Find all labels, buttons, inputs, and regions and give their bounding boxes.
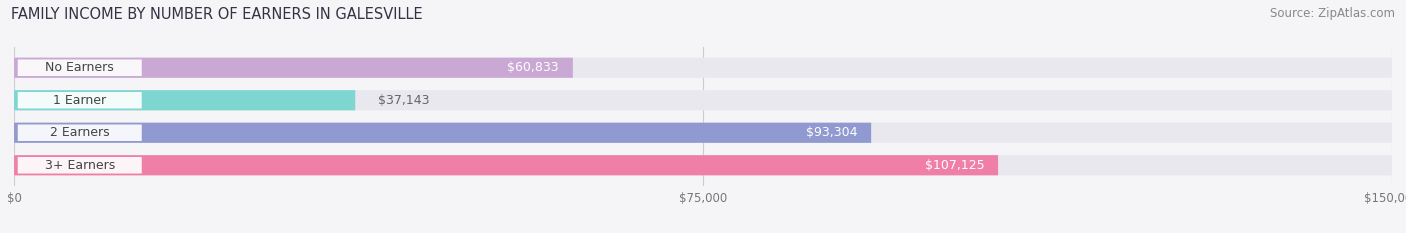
Text: 2 Earners: 2 Earners: [51, 126, 110, 139]
Text: No Earners: No Earners: [45, 61, 114, 74]
FancyBboxPatch shape: [14, 123, 872, 143]
FancyBboxPatch shape: [14, 90, 356, 110]
Text: FAMILY INCOME BY NUMBER OF EARNERS IN GALESVILLE: FAMILY INCOME BY NUMBER OF EARNERS IN GA…: [11, 7, 423, 22]
FancyBboxPatch shape: [18, 124, 142, 141]
Text: 1 Earner: 1 Earner: [53, 94, 107, 107]
Text: $93,304: $93,304: [806, 126, 858, 139]
Text: 3+ Earners: 3+ Earners: [45, 159, 115, 172]
Text: Source: ZipAtlas.com: Source: ZipAtlas.com: [1270, 7, 1395, 20]
FancyBboxPatch shape: [14, 58, 572, 78]
FancyBboxPatch shape: [14, 155, 1392, 175]
FancyBboxPatch shape: [14, 58, 1392, 78]
FancyBboxPatch shape: [14, 155, 998, 175]
Text: $37,143: $37,143: [378, 94, 430, 107]
FancyBboxPatch shape: [18, 157, 142, 174]
Text: $107,125: $107,125: [925, 159, 984, 172]
FancyBboxPatch shape: [14, 90, 1392, 110]
FancyBboxPatch shape: [14, 123, 1392, 143]
Text: $60,833: $60,833: [508, 61, 560, 74]
FancyBboxPatch shape: [18, 92, 142, 109]
FancyBboxPatch shape: [18, 59, 142, 76]
